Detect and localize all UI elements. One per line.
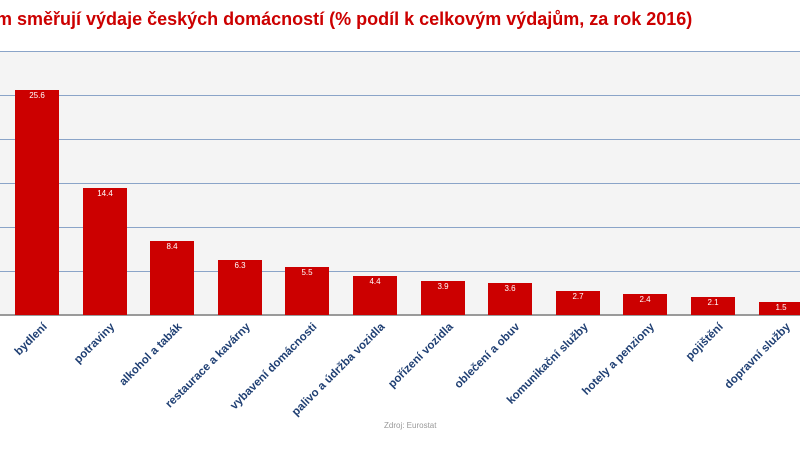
x-axis-baseline (0, 314, 800, 316)
x-tick-label: potraviny (72, 321, 118, 367)
bar[interactable] (623, 294, 667, 315)
gridline (0, 95, 800, 96)
x-tick-label: alkohol a tabák (117, 321, 185, 389)
bar[interactable] (421, 281, 465, 315)
x-tick-label: bydlení (12, 321, 50, 358)
gridline (0, 271, 800, 272)
bar[interactable] (15, 90, 59, 315)
x-tick-label: pojištění (683, 321, 726, 363)
x-tick-label: oblečení a obuv (452, 321, 523, 391)
bar-value-label: 1.5 (775, 303, 787, 312)
x-tick-label: dopravní služby (722, 321, 794, 392)
bar[interactable] (83, 188, 127, 315)
gridline (0, 139, 800, 140)
bar[interactable] (488, 283, 532, 315)
bar[interactable] (353, 276, 397, 315)
bar[interactable] (285, 267, 329, 315)
gridline (0, 183, 800, 184)
bar-value-label: 2.1 (707, 298, 719, 307)
bar[interactable] (556, 291, 600, 315)
gridline (0, 51, 800, 52)
bar-value-label: 4.4 (369, 277, 381, 286)
bar[interactable] (691, 297, 735, 315)
bar-value-label: 14.4 (97, 189, 113, 198)
chart-title: m směřují výdaje českých domácností (% p… (0, 9, 693, 29)
x-tick-label: hotely a penziony (580, 321, 657, 398)
bar-value-label: 2.4 (639, 295, 651, 304)
bar-value-label: 2.7 (572, 292, 584, 301)
bar-value-label: 25.6 (29, 91, 45, 100)
bar-value-label: 5.5 (301, 268, 313, 277)
bar[interactable] (759, 302, 800, 315)
source-note: Zdroj: Eurostat (384, 421, 437, 430)
bar-value-label: 3.6 (504, 284, 516, 293)
x-tick-label: pořízení vozidla (386, 321, 456, 391)
gridline (0, 227, 800, 228)
bar[interactable] (150, 241, 194, 315)
bar-value-label: 6.3 (234, 261, 246, 270)
bar[interactable] (218, 260, 262, 315)
bar-value-label: 3.9 (437, 282, 449, 291)
bar-value-label: 8.4 (166, 242, 178, 251)
